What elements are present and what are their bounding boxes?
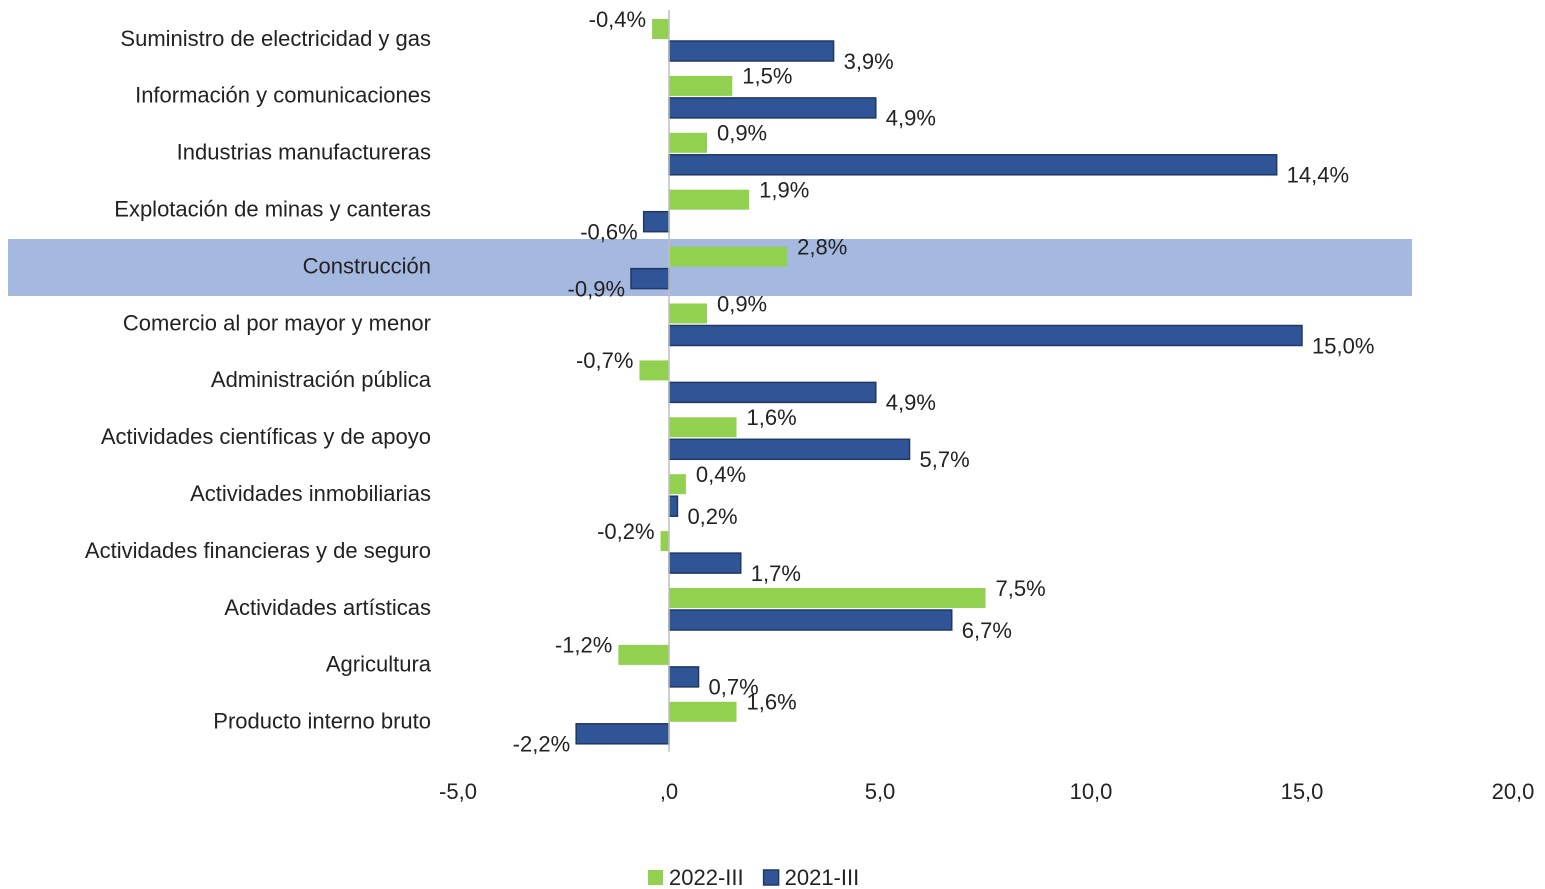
value-label: 0,2% [687, 504, 737, 529]
legend-swatch [762, 869, 780, 886]
category-label: Agricultura [326, 652, 432, 677]
value-label: -0,4% [589, 7, 646, 32]
value-label: 5,7% [920, 447, 970, 472]
value-label: 4,9% [886, 390, 936, 415]
bar [669, 474, 686, 495]
value-label: 1,6% [747, 690, 797, 715]
category-label: Construcción [303, 253, 431, 278]
bar [669, 588, 986, 608]
bar [660, 531, 669, 552]
x-tick-label: -5,0 [439, 779, 477, 804]
bar [668, 40, 835, 62]
category-label: Administración pública [211, 367, 432, 392]
bar [669, 132, 707, 153]
category-label: Actividades científicas y de apoyo [101, 424, 431, 449]
value-label: -0,9% [568, 276, 625, 301]
category-label: Actividades artísticas [224, 595, 431, 620]
value-label: 0,9% [717, 121, 767, 146]
bar [668, 381, 877, 404]
bar [668, 324, 1303, 347]
bar [652, 19, 669, 39]
value-label: 0,7% [709, 675, 759, 700]
category-label: Información y comunicaciones [135, 83, 431, 108]
bar [669, 417, 737, 438]
x-tick-label: 15,0 [1281, 779, 1324, 804]
value-label: 15,0% [1312, 333, 1374, 358]
category-label: Suministro de electricidad y gas [120, 26, 431, 51]
x-tick-label: 20,0 [1492, 779, 1535, 804]
category-label: Comercio al por mayor y menor [123, 310, 431, 335]
value-label: -0,2% [597, 519, 654, 544]
category-label: Actividades financieras y de seguro [85, 538, 431, 563]
bar [668, 154, 1278, 176]
value-label: 2,8% [797, 234, 847, 259]
bar [668, 666, 700, 688]
bar [669, 246, 788, 267]
value-label: 3,9% [844, 49, 894, 74]
bar [669, 189, 750, 210]
legend-label: 2021-III [785, 865, 860, 889]
value-label: 1,9% [759, 178, 809, 203]
bar [668, 552, 742, 574]
category-label: Industrias manufactureras [177, 140, 431, 165]
value-label: 7,5% [996, 576, 1046, 601]
bar [639, 360, 669, 381]
legend-swatch [648, 870, 663, 885]
value-label: -0,7% [576, 348, 633, 373]
x-tick-label: 5,0 [865, 779, 896, 804]
category-label: Producto interno bruto [213, 709, 431, 734]
bar [668, 495, 679, 517]
value-label: 14,4% [1287, 163, 1349, 188]
bar [642, 210, 670, 233]
value-label: 1,6% [747, 405, 797, 430]
bar [668, 438, 911, 461]
value-label: -1,2% [555, 633, 612, 658]
bar [668, 609, 953, 631]
bar [669, 75, 733, 96]
value-label: 6,7% [962, 618, 1012, 643]
value-label: 1,7% [751, 561, 801, 586]
category-label: Actividades inmobiliarias [190, 481, 431, 506]
bar [669, 701, 737, 722]
bar [630, 267, 670, 290]
x-tick-label: 10,0 [1070, 779, 1113, 804]
value-label: 4,9% [886, 106, 936, 131]
value-label: 0,9% [717, 291, 767, 316]
category-label: Explotación de minas y canteras [114, 197, 431, 222]
value-label: -2,2% [513, 732, 570, 757]
bar [618, 644, 669, 665]
x-tick-label: ,0 [660, 779, 678, 804]
bar [669, 303, 707, 324]
bar [668, 97, 877, 119]
value-label: 1,5% [742, 64, 792, 89]
legend-label: 2022-III [669, 865, 744, 889]
value-label: 0,4% [696, 462, 746, 487]
value-label: -0,6% [580, 220, 637, 245]
bar [575, 723, 670, 745]
